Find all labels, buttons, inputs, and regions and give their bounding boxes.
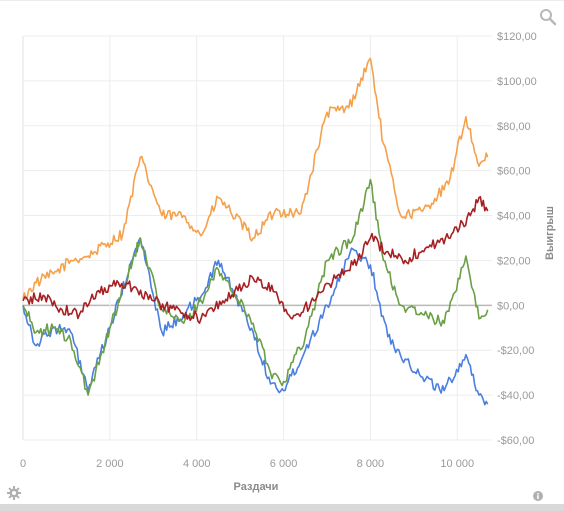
y-tick-label: $120,00 [497,31,537,43]
y-tick-label: $80,00 [497,121,531,133]
series-line-3 [22,178,489,396]
x-tick-label: 4 000 [183,458,211,470]
info-icon[interactable] [533,488,543,501]
y-axis-title: Выигрыш [544,206,556,260]
y-tick-label: -$40,00 [497,390,534,402]
x-tick-label: 0 [20,458,26,470]
x-tick-label: 6 000 [270,458,298,470]
gear-icon[interactable] [7,486,21,500]
x-axis-ticks: 0 2 000 4 000 6 000 8 000 10 000 [20,458,474,470]
series-group [22,57,489,406]
y-tick-label: $40,00 [497,211,531,223]
x-tick-label: 10 000 [440,458,474,470]
y-tick-label: $100,00 [497,76,537,88]
bottom-strip [0,504,564,511]
magnifier-icon[interactable] [539,8,557,26]
y-axis-ticks: $120,00 $100,00 $80,00 $60,00 $40,00 $20,00 $0… [497,31,537,447]
y-tick-label: -$20,00 [497,345,534,357]
series-line-2 [22,237,489,406]
y-tick-label: $60,00 [497,166,531,178]
x-tick-label: 2 000 [96,458,124,470]
y-tick-label: $0,00 [497,300,525,312]
x-tick-label: 8 000 [357,458,385,470]
grid [22,35,492,441]
y-tick-label: $20,00 [497,255,531,267]
y-tick-label: -$60,00 [497,435,534,447]
x-axis-title: Раздачи [234,481,279,493]
series-line-4 [22,196,489,324]
series-line-1 [22,57,489,300]
